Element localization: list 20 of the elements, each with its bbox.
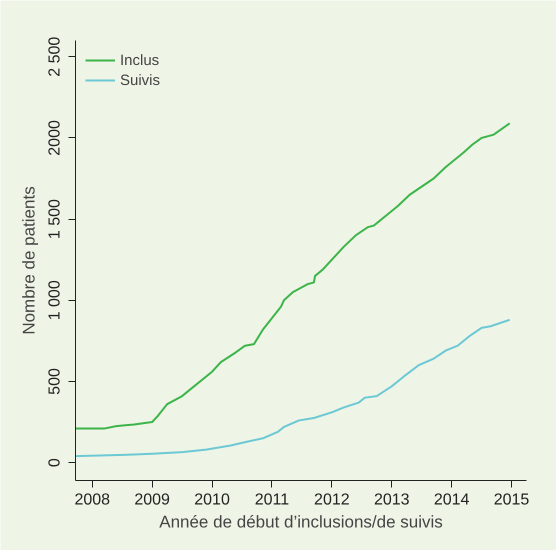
- x-tick-label: 2013: [374, 492, 410, 508]
- line-series: [76, 318, 511, 458]
- x-tick-label: 2011: [254, 492, 290, 508]
- y-tick-label: 2 500: [46, 36, 64, 77]
- x-tick-label: 2010: [194, 492, 230, 508]
- y-axis-title: Nombre de patients: [20, 186, 38, 335]
- line-series: [76, 122, 511, 430]
- y-tick-label: 2000: [46, 120, 64, 156]
- y-tick-label: 1 000: [46, 280, 64, 320]
- x-tick-label: 2009: [134, 492, 170, 508]
- y-tick-label: 1 500: [46, 198, 64, 240]
- x-axis-title: Année de début d’inclusions/de suivis: [159, 512, 443, 532]
- legend-label: Inclus: [120, 52, 160, 68]
- x-tick-label: 2012: [314, 492, 350, 508]
- x-tick-label: 2008: [74, 492, 110, 508]
- y-tick-label: 0: [46, 458, 64, 468]
- x-tick-label: 2015: [494, 492, 530, 508]
- y-tick-label: 500: [46, 368, 64, 395]
- legend-label: Suivis: [120, 72, 160, 88]
- x-tick-label: 2014: [434, 492, 470, 508]
